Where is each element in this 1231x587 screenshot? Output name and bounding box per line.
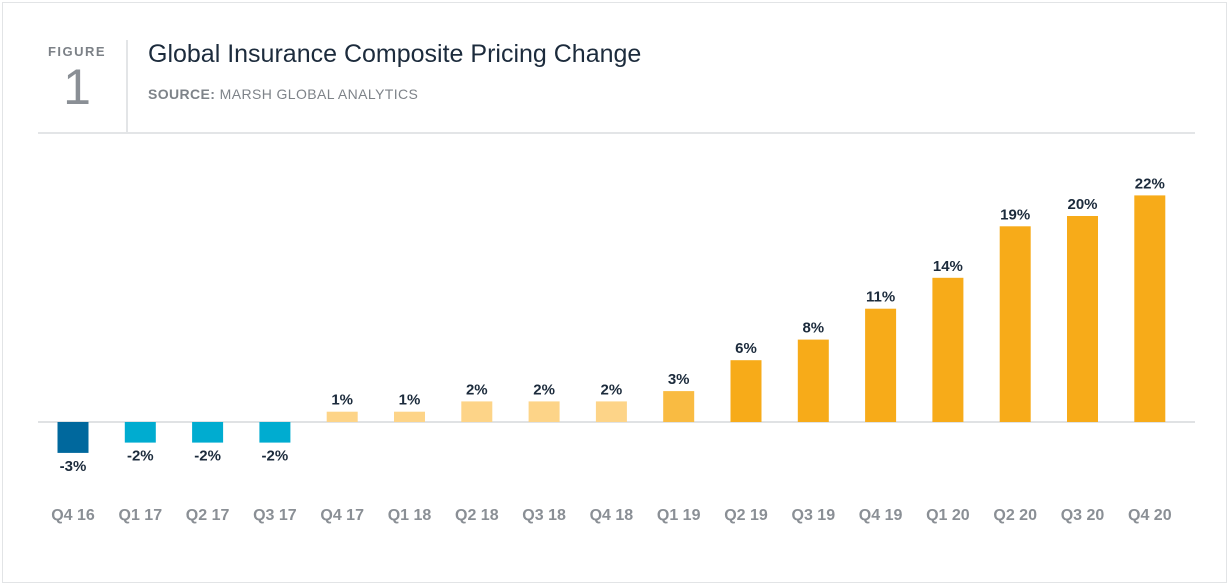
bar-q1-18: [394, 411, 425, 422]
value-label: 19%: [1000, 206, 1030, 223]
category-label: Q1 20: [926, 507, 970, 524]
figure-number: 1: [63, 59, 91, 115]
value-label: 20%: [1067, 196, 1097, 213]
value-label: 1%: [399, 392, 421, 409]
figure-word: FIGURE: [47, 44, 107, 59]
category-label: Q3 19: [792, 507, 836, 524]
bar-q1-20: [932, 277, 964, 422]
bar-q2-20: [999, 226, 1031, 422]
header-divider: [38, 132, 1195, 134]
figure-badge: FIGURE 1: [40, 40, 128, 132]
bar-q2-19: [730, 360, 762, 422]
value-label: -3%: [60, 458, 87, 475]
value-label: 2%: [601, 381, 623, 398]
category-label: Q4 17: [320, 507, 364, 524]
value-label: 8%: [802, 320, 824, 337]
bar-q2-17: [192, 422, 224, 443]
bar-q1-17: [124, 422, 156, 443]
category-label: Q2 18: [455, 507, 499, 524]
category-label: Q2 17: [186, 507, 230, 524]
category-label: Q2 19: [724, 507, 768, 524]
source-label: SOURCE:: [148, 86, 216, 102]
chart-source: SOURCE: MARSH GLOBAL ANALYTICS: [148, 86, 418, 102]
bar-q1-19: [663, 391, 695, 422]
value-label: -2%: [127, 448, 154, 465]
value-label: 6%: [735, 340, 757, 357]
value-label: -2%: [262, 448, 289, 465]
value-label: 14%: [933, 258, 963, 275]
category-label: Q3 20: [1061, 507, 1105, 524]
source-text: MARSH GLOBAL ANALYTICS: [219, 86, 419, 102]
bar-q4-19: [865, 308, 897, 422]
bar-q3-18: [528, 401, 560, 422]
value-label: 2%: [466, 381, 488, 398]
category-label: Q4 19: [859, 507, 903, 524]
bar-q2-18: [461, 401, 493, 422]
category-label: Q4 16: [51, 507, 95, 524]
bar-q4-18: [595, 401, 627, 422]
bar-q3-19: [797, 339, 829, 422]
category-label: Q3 18: [522, 507, 566, 524]
bar-q4-17: [326, 411, 358, 422]
bar-q3-20: [1067, 216, 1098, 422]
category-label: Q3 17: [253, 507, 297, 524]
bar-q4-16: [57, 422, 89, 453]
bar-q4-20: [1134, 195, 1166, 422]
category-label: Q1 17: [119, 507, 163, 524]
bar-q3-17: [259, 422, 291, 443]
value-label: 22%: [1135, 175, 1165, 192]
value-label: 2%: [533, 381, 555, 398]
value-label: 3%: [668, 371, 690, 388]
category-label: Q1 19: [657, 507, 701, 524]
category-label: Q4 20: [1128, 507, 1172, 524]
value-label: -2%: [194, 448, 221, 465]
value-label: 1%: [331, 392, 353, 409]
value-label: 11%: [866, 289, 895, 306]
chart-title: Global Insurance Composite Pricing Chang…: [148, 40, 642, 68]
category-label: Q2 20: [993, 507, 1037, 524]
category-label: Q1 18: [388, 507, 432, 524]
category-label: Q4 18: [590, 507, 634, 524]
